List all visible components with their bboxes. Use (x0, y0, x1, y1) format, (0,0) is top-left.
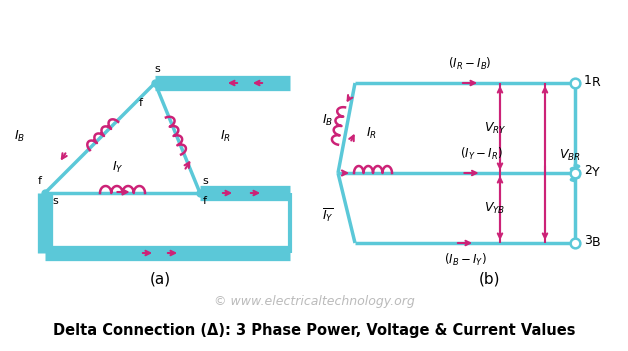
Text: $I_B$: $I_B$ (14, 128, 25, 144)
Text: 1: 1 (584, 73, 592, 86)
Text: s: s (52, 196, 58, 206)
Text: © www.electricaltechnology.org: © www.electricaltechnology.org (214, 294, 414, 307)
Text: $(I_Y - I_R)$: $(I_Y - I_R)$ (460, 146, 503, 162)
Text: s: s (154, 64, 160, 74)
Text: f: f (139, 98, 143, 108)
Text: 2: 2 (584, 164, 592, 177)
Text: f: f (203, 196, 207, 206)
Text: $(I_R - I_B)$: $(I_R - I_B)$ (448, 56, 492, 72)
Text: R: R (592, 77, 601, 90)
Text: $V_{BR}$: $V_{BR}$ (559, 147, 581, 163)
Text: f: f (38, 176, 42, 186)
Text: $(I_B - I_Y)$: $(I_B - I_Y)$ (443, 252, 487, 268)
Text: s: s (202, 176, 208, 186)
Text: $I_R$: $I_R$ (366, 125, 377, 140)
Text: B: B (592, 237, 600, 250)
Text: $I_R$: $I_R$ (220, 128, 231, 144)
Text: 3: 3 (584, 233, 592, 246)
Text: Delta Connection (Δ): 3 Phase Power, Voltage & Current Values: Delta Connection (Δ): 3 Phase Power, Vol… (53, 324, 575, 338)
Text: (b): (b) (479, 272, 501, 286)
Text: $I_B$: $I_B$ (322, 112, 333, 127)
Text: $\overline{I_Y}$: $\overline{I_Y}$ (322, 206, 334, 224)
Text: (a): (a) (149, 272, 171, 286)
Text: $I_Y$: $I_Y$ (112, 160, 123, 175)
Text: $V_{RY}$: $V_{RY}$ (484, 120, 506, 135)
Text: Y: Y (592, 166, 600, 179)
Text: $V_{YB}$: $V_{YB}$ (484, 200, 506, 216)
